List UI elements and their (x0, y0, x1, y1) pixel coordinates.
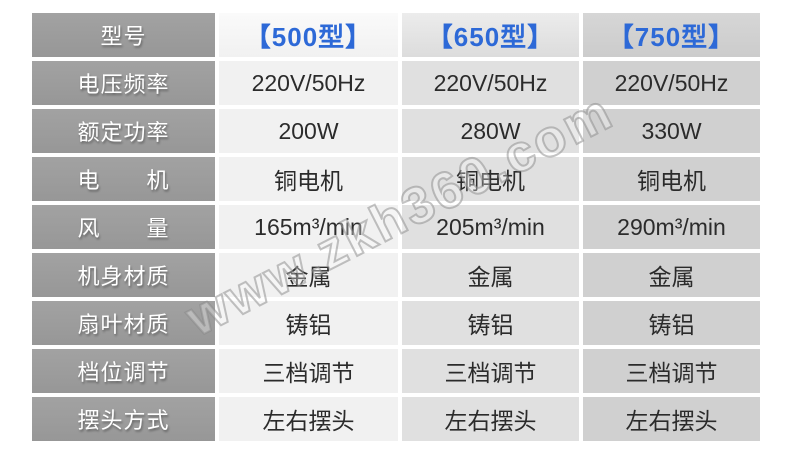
value-voltage-750: 220V/50Hz (583, 61, 760, 105)
value-body-material-650: 金属 (402, 253, 579, 297)
value-speed-settings-750: 三档调节 (583, 349, 760, 393)
value-speed-settings-500: 三档调节 (219, 349, 398, 393)
value-body-material-500: 金属 (219, 253, 398, 297)
row-label-blade-material: 扇叶材质 (32, 301, 215, 345)
model-header-500: 【500型】 (219, 13, 398, 57)
value-airflow-650: 205m³/min (402, 205, 579, 249)
model-header-750: 【750型】 (583, 13, 760, 57)
row-label-voltage: 电压频率 (32, 61, 215, 105)
value-blade-material-750: 铸铝 (583, 301, 760, 345)
row-label-power: 额定功率 (32, 109, 215, 153)
value-power-500: 200W (219, 109, 398, 153)
spec-table: 型号 【500型】 【650型】 【750型】 电压频率 220V/50Hz 2… (32, 13, 760, 441)
value-oscillation-650: 左右摆头 (402, 397, 579, 441)
row-label-body-material: 机身材质 (32, 253, 215, 297)
value-motor-750: 铜电机 (583, 157, 760, 201)
value-motor-500: 铜电机 (219, 157, 398, 201)
value-blade-material-500: 铸铝 (219, 301, 398, 345)
value-oscillation-750: 左右摆头 (583, 397, 760, 441)
value-power-750: 330W (583, 109, 760, 153)
value-power-650: 280W (402, 109, 579, 153)
value-speed-settings-650: 三档调节 (402, 349, 579, 393)
value-oscillation-500: 左右摆头 (219, 397, 398, 441)
model-header-650: 【650型】 (402, 13, 579, 57)
row-label-oscillation: 摆头方式 (32, 397, 215, 441)
row-label-speed-settings: 档位调节 (32, 349, 215, 393)
value-airflow-500: 165m³/min (219, 205, 398, 249)
value-body-material-750: 金属 (583, 253, 760, 297)
value-motor-650: 铜电机 (402, 157, 579, 201)
value-voltage-500: 220V/50Hz (219, 61, 398, 105)
row-label-motor: 电 机 (32, 157, 215, 201)
value-airflow-750: 290m³/min (583, 205, 760, 249)
row-label-airflow: 风 量 (32, 205, 215, 249)
value-voltage-650: 220V/50Hz (402, 61, 579, 105)
value-blade-material-650: 铸铝 (402, 301, 579, 345)
header-label-cell: 型号 (32, 13, 215, 57)
